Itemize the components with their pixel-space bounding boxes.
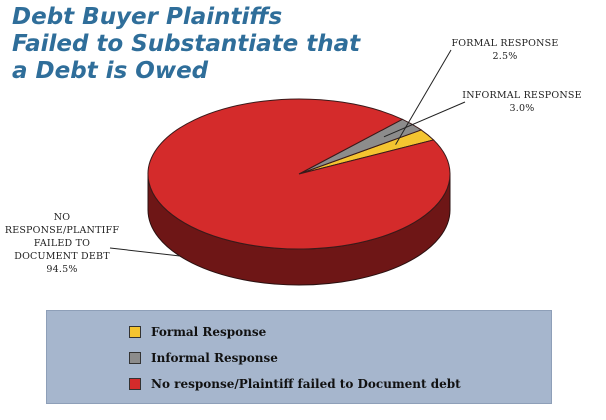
legend-label-informal-response: Informal Response xyxy=(151,351,278,365)
data-label-no-response-plaintiff-failed-to-document-debt-line-4: DOCUMENT DEBT xyxy=(14,251,110,262)
leader-line-formal-response xyxy=(395,49,452,145)
legend-swatch-no-response xyxy=(129,378,141,390)
data-label-no-response-plaintiff-failed-to-document-debt-line-2: RESPONSE/PLANTIFF xyxy=(5,225,119,236)
pie-slice-no-response-plaintiff-failed-to-document-debt xyxy=(147,98,451,250)
leader-line-no-response-plaintiff-failed-to-document-debt xyxy=(109,247,181,257)
legend-swatch-formal-response xyxy=(129,326,141,338)
chart-title-line-2: Failed to Substantiate that xyxy=(12,31,361,57)
data-label-no-response-plaintiff-failed-to-document-debt-line-1: NO xyxy=(54,212,71,223)
legend-item-no-response: No response/Plaintiff failed to Document… xyxy=(129,377,461,391)
data-label-informal-response-line-1: INFORMAL RESPONSE xyxy=(462,90,581,101)
data-label-value-informal-response: 3.0% xyxy=(510,103,535,114)
legend-label-no-response: No response/Plaintiff failed to Document… xyxy=(151,377,461,391)
legend-swatch-informal-response xyxy=(129,352,141,364)
data-label-value-no-response-plaintiff-failed-to-document-debt: 94.5% xyxy=(46,264,77,275)
legend-item-formal-response: Formal Response xyxy=(129,325,266,339)
legend-item-informal-response: Informal Response xyxy=(129,351,278,365)
chart-title: Debt Buyer Plaintiffs Failed to Substant… xyxy=(12,4,360,85)
data-label-value-formal-response: 2.5% xyxy=(493,51,518,62)
data-label-formal-response-line-1: FORMAL RESPONSE xyxy=(452,38,559,49)
chart-title-line-3: a Debt is Owed xyxy=(12,58,209,84)
data-label-no-response-plaintiff-failed-to-document-debt-line-3: FAILED TO xyxy=(34,238,90,249)
leader-line-informal-response xyxy=(383,101,466,138)
chart-title-line-1: Debt Buyer Plaintiffs xyxy=(12,4,283,30)
legend: Formal Response Informal Response No res… xyxy=(46,310,552,404)
legend-label-formal-response: Formal Response xyxy=(151,325,267,339)
